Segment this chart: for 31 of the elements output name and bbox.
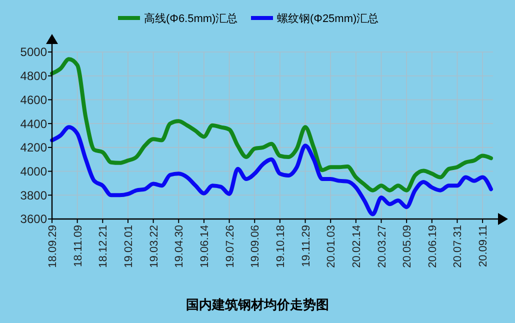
x-tick-label: 20.02.14 (350, 225, 363, 268)
line-series (50, 125, 493, 216)
legend-label: 螺纹钢(Φ25mm)汇总 (277, 12, 379, 25)
x-tick-label: 19.02.01 (122, 225, 135, 268)
y-tick-label: 4400 (20, 116, 48, 131)
x-tick-label: 19.07.26 (224, 225, 236, 268)
x-tick-label: 19.06.14 (198, 225, 211, 268)
x-tick-label: 19.10.18 (274, 225, 287, 268)
x-tick-label: 20.07.31 (452, 225, 464, 268)
y-tick-label: 3800 (20, 188, 48, 202)
x-tick-label: 19.04.30 (174, 225, 186, 268)
y-tick-label: 4600 (20, 92, 48, 107)
x-tick-label: 20.03.27 (376, 225, 388, 268)
y-tick-label: 5000 (20, 45, 48, 60)
legend-label: 高线(Φ6.5mm)汇总 (144, 12, 238, 25)
x-tick-label: 18.12.21 (98, 225, 110, 268)
x-tick-label: 19.03.22 (148, 225, 160, 268)
text: 国内建筑钢材均价走势图 (186, 297, 329, 312)
x-tick-label: 18.11.09 (72, 225, 84, 268)
line-series (50, 57, 493, 192)
x-tick-label: 20.05.09 (402, 225, 414, 268)
x-tick-label: 20.09.11 (478, 225, 490, 268)
x-tick-label: 19.09.06 (250, 225, 262, 268)
y-tick-label: 3600 (20, 212, 48, 226)
y-tick-label: 4800 (20, 69, 48, 84)
x-tick-label: 20.06.19 (426, 225, 439, 268)
y-tick-label: 4200 (20, 140, 48, 155)
x-tick-label: 20.01.03 (326, 225, 338, 268)
x-tick-label: 19.11.29 (300, 225, 312, 268)
y-tick-label: 4000 (20, 164, 48, 178)
x-tick-label: 18.09.29 (47, 225, 59, 268)
